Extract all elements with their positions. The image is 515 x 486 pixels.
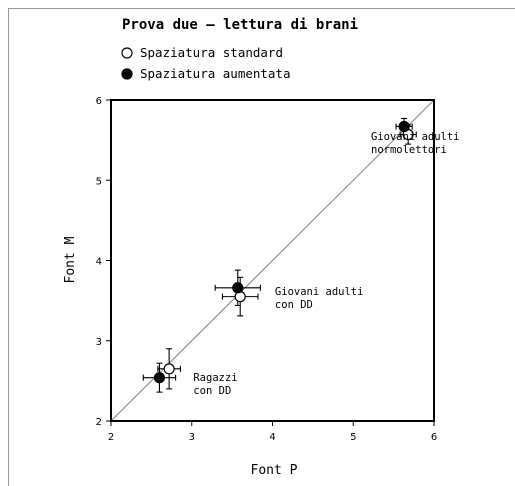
- y-tick-label: 6: [96, 96, 102, 107]
- x-tick-label: 6: [431, 432, 437, 443]
- plot-area: [110, 99, 435, 422]
- y-axis-label: Font M: [63, 236, 78, 283]
- point-aumentata: [232, 282, 244, 294]
- group-annotation: Giovani adulti con DD: [275, 286, 364, 311]
- annotation-line: Giovani adulti: [371, 131, 460, 143]
- annotation-line: con DD: [275, 299, 313, 311]
- x-tick-label: 5: [350, 432, 356, 443]
- annotation-line: con DD: [193, 385, 231, 397]
- x-tick-label: 2: [108, 432, 114, 443]
- group-annotation: Ragazzi con DD: [193, 372, 237, 397]
- legend-marker-standard: [121, 47, 133, 59]
- annotation-line: Ragazzi: [193, 372, 237, 384]
- x-tick-label: 4: [269, 432, 275, 443]
- y-axis-ticks: 2 3 4 5 6: [96, 96, 111, 428]
- y-tick-label: 2: [96, 417, 102, 428]
- legend-marker-aumentata: [121, 68, 133, 80]
- error-bars: [142, 117, 417, 393]
- x-axis-label: Font P: [251, 463, 298, 478]
- legend: Spaziatura standard Spaziatura aumentata: [121, 45, 291, 81]
- y-tick-label: 3: [96, 337, 102, 348]
- data-points: [153, 120, 414, 384]
- point-standard: [163, 363, 175, 375]
- chart-title: Prova due – lettura di brani: [122, 17, 358, 33]
- point-aumentata: [398, 120, 410, 133]
- legend-label-standard: Spaziatura standard: [140, 45, 283, 60]
- x-tick-label: 3: [189, 432, 195, 443]
- y-tick-label: 4: [96, 257, 102, 268]
- point-aumentata: [153, 372, 166, 384]
- figure-frame: [8, 8, 515, 486]
- annotation-line: normolettori: [371, 144, 447, 156]
- annotation-line: Giovani adulti: [275, 286, 364, 298]
- x-axis-ticks: 2 3 4 5 6: [108, 421, 437, 443]
- legend-label-aumentata: Spaziatura aumentata: [140, 66, 291, 81]
- group-annotation: Giovani adulti normolettori: [371, 131, 460, 156]
- y-tick-label: 5: [96, 176, 102, 187]
